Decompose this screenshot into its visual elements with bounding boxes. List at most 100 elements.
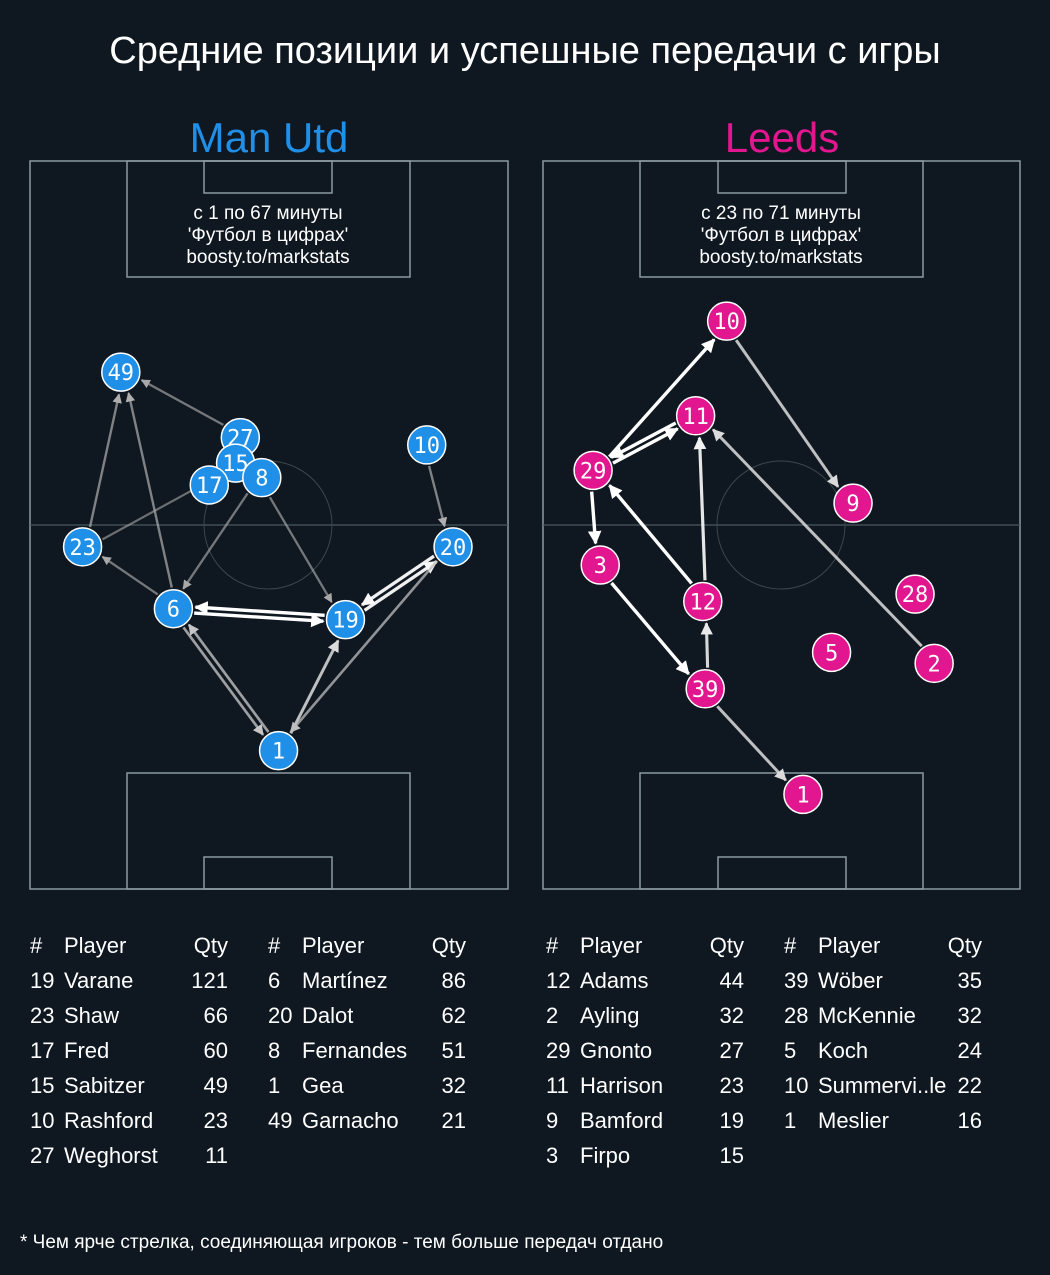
- player-node-circle: [580, 545, 620, 585]
- player-name: Meslier: [818, 1107, 889, 1133]
- player-node-10: 10: [706, 301, 747, 341]
- header-player: Player: [64, 932, 127, 958]
- player-node-1: 1: [783, 774, 823, 815]
- player-name: McKennie: [818, 1002, 916, 1028]
- player-node-39: 39: [685, 669, 725, 709]
- table-row: 19 Varane 121: [30, 963, 228, 998]
- pass-arrow-10-to-9: [734, 339, 840, 488]
- goal-area-bottom: [717, 856, 847, 890]
- player-node-label: 5: [825, 641, 838, 666]
- player-node-label: 11: [682, 405, 709, 430]
- player-node-label: 10: [413, 434, 440, 459]
- table-row: 1 Gea 32: [268, 1068, 466, 1103]
- header-num: #: [546, 932, 559, 958]
- header-num: #: [30, 932, 43, 958]
- goal-area-bottom: [203, 856, 333, 890]
- pass-qty: 23: [203, 1107, 228, 1133]
- player-node-17: 17: [189, 465, 229, 505]
- pitch-right: с 23 по 71 минуты 'Футбол в цифрах' boos…: [542, 160, 1021, 890]
- table-row: 28 McKennie 32: [784, 998, 982, 1033]
- pass-qty: 11: [205, 1142, 228, 1168]
- player-name: Gnonto: [580, 1037, 653, 1063]
- player-node-9: 9: [833, 483, 873, 523]
- player-number: 17: [30, 1037, 55, 1063]
- table-row: 12 Adams 44: [546, 963, 744, 998]
- player-node-10: 10: [406, 425, 447, 465]
- player-number: 20: [268, 1002, 293, 1028]
- header-qty: Qty: [431, 932, 466, 958]
- player-name: Garnacho: [302, 1107, 399, 1133]
- pass-arrow-29-to-11: [612, 427, 679, 465]
- pass-table-left-2: # Player Qty 6 Martínez 86 20 Dalot 62 8 Fernan…: [268, 928, 466, 1138]
- player-node-19: 19: [325, 599, 366, 640]
- table-header: # Player Qty: [268, 928, 466, 963]
- pass-arrow-10-to-20: [427, 465, 448, 528]
- player-node-2: 2: [914, 643, 954, 684]
- player-node-28: 28: [895, 574, 935, 614]
- period-text: с 1 по 67 минуты: [193, 203, 342, 224]
- pass-arrow-11-to-29: [609, 421, 677, 459]
- pass-qty: 27: [719, 1037, 744, 1063]
- pass-qty: 32: [957, 1002, 982, 1028]
- header-player: Player: [302, 932, 365, 958]
- player-node-circle: [258, 730, 299, 771]
- source-link: boosty.to/markstats: [699, 247, 862, 268]
- pass-qty: 86: [441, 967, 466, 993]
- player-name: Harrison: [580, 1072, 664, 1098]
- player-number: 12: [546, 967, 571, 993]
- player-node-circle: [406, 425, 447, 465]
- player-number: 5: [784, 1037, 797, 1063]
- table-row: 29 Gnonto 27: [546, 1033, 744, 1068]
- player-node-circle: [706, 301, 747, 341]
- player-node-circle: [325, 599, 366, 640]
- pass-arrow-6-to-49: [125, 392, 173, 588]
- pass-arrow-6-to-19: [194, 611, 325, 628]
- pass-qty: 35: [957, 967, 982, 993]
- table-row: 5 Koch 24: [784, 1033, 982, 1068]
- table-row: 11 Harrison 23: [546, 1068, 744, 1103]
- player-name: Adams: [580, 967, 649, 993]
- pass-table-left-1: # Player Qty 19 Varane 121 23 Shaw 66 17 Fred 60…: [30, 928, 228, 1173]
- pass-table-right-2: # Player Qty 39 Wöber 35 28 McKennie 32 5 Koch 2…: [784, 928, 982, 1138]
- table-row: 15 Sabitzer 49: [30, 1068, 228, 1103]
- player-name: Fernandes: [302, 1037, 408, 1063]
- player-number: 9: [546, 1107, 559, 1133]
- pass-arrow-3-to-39: [610, 581, 690, 676]
- player-number: 11: [546, 1072, 569, 1098]
- pass-qty: 21: [441, 1107, 466, 1133]
- table-row: 10 Rashford 23: [30, 1103, 228, 1138]
- source-link: boosty.to/markstats: [186, 247, 349, 268]
- pass-qty: 32: [441, 1072, 466, 1098]
- header-qty: Qty: [193, 932, 228, 958]
- player-node-label: 6: [167, 598, 180, 623]
- player-number: 39: [784, 967, 809, 993]
- pass-arrow-12-to-11: [693, 436, 707, 581]
- pass-arrow-39-to-12: [700, 622, 713, 668]
- player-node-label: 9: [846, 492, 859, 517]
- pass-qty: 19: [719, 1107, 744, 1133]
- penalty-area-bottom: [639, 772, 924, 890]
- player-node-label: 1: [796, 783, 809, 808]
- player-node-label: 17: [196, 474, 223, 499]
- player-node-circle: [685, 669, 725, 709]
- player-node-11: 11: [675, 396, 716, 436]
- player-name: Dalot: [302, 1002, 354, 1028]
- pass-qty: 60: [203, 1037, 228, 1063]
- header-num: #: [268, 932, 281, 958]
- player-node-circle: [189, 465, 229, 505]
- player-name: Wöber: [818, 967, 883, 993]
- player-name: Weghorst: [64, 1142, 158, 1168]
- player-name: Ayling: [580, 1002, 640, 1028]
- player-node-circle: [101, 352, 141, 392]
- pass-arrow-6-to-23: [101, 555, 159, 596]
- pass-arrow-23-to-49: [88, 393, 122, 528]
- player-node-5: 5: [811, 632, 852, 673]
- player-number: 6: [268, 967, 281, 993]
- team-right-name: Leeds: [724, 114, 840, 161]
- player-node-6: 6: [153, 588, 194, 629]
- pass-qty: 49: [203, 1072, 228, 1098]
- table-rows: 39 Wöber 35 28 McKennie 32 5 Koch 24 10 Summervi..…: [784, 963, 982, 1138]
- pass-qty: 66: [203, 1002, 228, 1028]
- player-number: 49: [268, 1107, 293, 1133]
